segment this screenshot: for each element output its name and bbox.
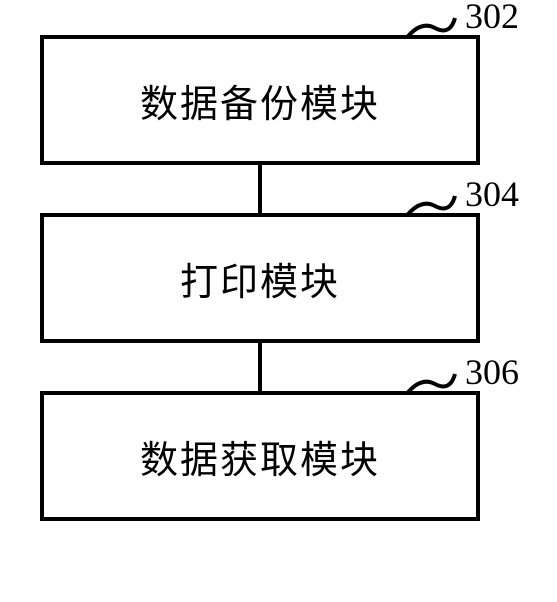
flowchart-block-2: 打印模块: [40, 213, 480, 343]
reference-number: 302: [465, 0, 519, 37]
flowchart-block-3: 数据获取模块: [40, 391, 480, 521]
block-label: 打印模块: [180, 251, 340, 306]
flowchart-diagram: 302 数据备份模块 304 打印模块 306 数据获取模块: [40, 35, 520, 521]
connector-line: [258, 165, 262, 213]
block-label: 数据获取模块: [140, 429, 380, 484]
block-label: 数据备份模块: [140, 73, 380, 128]
connector-line: [258, 343, 262, 391]
flowchart-block-1: 数据备份模块: [40, 35, 480, 165]
reference-number: 306: [465, 351, 519, 393]
reference-number: 304: [465, 173, 519, 215]
